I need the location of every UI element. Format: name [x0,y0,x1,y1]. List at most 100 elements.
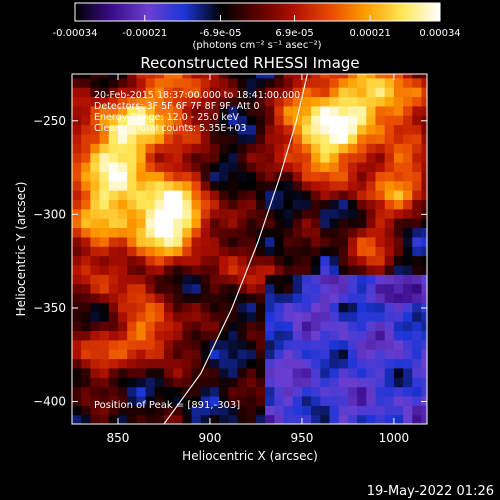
heatmap-cell [191,161,202,172]
heatmap-cell [357,161,367,172]
heatmap-cell [191,386,202,397]
heatmap-cell [329,124,340,135]
heatmap-cell [173,302,183,313]
heatmap-cell [292,96,303,107]
colorbar-tick-label: -0.00034 [53,28,98,39]
heatmap-cell [255,133,266,144]
heatmap-cell [163,87,174,98]
heatmap-cell [237,349,248,360]
heatmap-cell [246,227,257,238]
heatmap-cell [237,218,248,229]
heatmap-cell [347,161,358,172]
heatmap-cell [338,161,349,172]
heatmap-cell [311,311,321,322]
heatmap-cell [393,302,404,313]
heatmap-cell [163,236,174,247]
heatmap-cell [357,330,367,341]
heatmap-cell [265,255,275,266]
heatmap-cell [182,152,193,163]
heatmap-cell [81,349,91,360]
heatmap-cell [301,124,312,135]
heatmap-cell [311,227,321,238]
heatmap-cell [338,115,349,126]
heatmap-cell [338,339,349,350]
heatmap-cell [182,227,193,238]
heatmap-cell [127,208,137,219]
heatmap-cell [412,133,423,144]
heatmap-cell [200,414,211,424]
heatmap-cell [108,311,119,322]
heatmap-cell [209,133,220,144]
heatmap-cell [127,283,137,294]
heatmap-cell [108,208,119,219]
heatmap-cell [403,96,413,107]
heatmap-cell [154,180,165,191]
heatmap-cell [127,255,137,266]
heatmap-cell [301,255,312,266]
heatmap-cell [182,349,193,360]
heatmap-cell [191,152,202,163]
heatmap-cell [265,171,275,182]
heatmap-cell [182,180,193,191]
heatmap-cell [182,74,193,79]
heatmap-cell [384,227,395,238]
heatmap-cell [403,377,413,388]
heatmap-cell [173,311,183,322]
heatmap-cell [154,264,165,275]
heatmap-cell [117,386,128,397]
heatmap-cell [320,414,331,424]
heatmap-cell [311,264,321,275]
heatmap-cell [375,255,386,266]
heatmap-cell [255,283,266,294]
heatmap-cell [163,143,174,154]
heatmap-cell [246,74,257,79]
heatmap-cell [228,227,239,238]
x-tick-label: 1000 [379,431,410,445]
heatmap-cell [366,105,377,116]
heatmap-cell [136,77,147,88]
heatmap-cell [163,358,174,369]
heatmap-cell [191,180,202,191]
heatmap-cell [393,395,404,406]
heatmap-cell [182,264,193,275]
heatmap-cell [283,264,294,275]
heatmap-cell [366,96,377,107]
heatmap-cell [412,180,423,191]
heatmap-cell [108,302,119,313]
heatmap-cell [421,255,427,266]
heatmap-cell [274,414,285,424]
heatmap-cell [200,87,211,98]
heatmap-cell [384,180,395,191]
heatmap-cell [283,161,294,172]
heatmap-cell [393,236,404,247]
heatmap-cell [357,246,367,257]
heatmap-cell [237,358,248,369]
heatmap-cell [384,311,395,322]
heatmap-cell [154,414,165,424]
heatmap-cell [311,143,321,154]
heatmap-cell [90,105,101,116]
heatmap-cell [246,377,257,388]
heatmap-cell [228,133,239,144]
heatmap-cell [108,292,119,303]
heatmap-cell [90,274,101,285]
heatmap-cell [246,96,257,107]
heatmap-cell [117,180,128,191]
heatmap-cell [301,180,312,191]
heatmap-cell [403,339,413,350]
heatmap-cell [99,321,110,332]
heatmap-cell [81,377,91,388]
heatmap-cell [421,302,427,313]
heatmap-cell [412,330,423,341]
colorbar-tick-label: -6.9e-05 [199,28,241,39]
heatmap-cell [412,115,423,126]
heatmap-cell [421,311,427,322]
heatmap-cell [393,115,404,126]
heatmap-cell [320,367,331,378]
heatmap-cell [99,199,110,210]
heatmap-cell [301,236,312,247]
heatmap-cell [384,367,395,378]
heatmap-cell [274,302,285,313]
heatmap-cell [182,96,193,107]
heatmap-cell [81,87,91,98]
